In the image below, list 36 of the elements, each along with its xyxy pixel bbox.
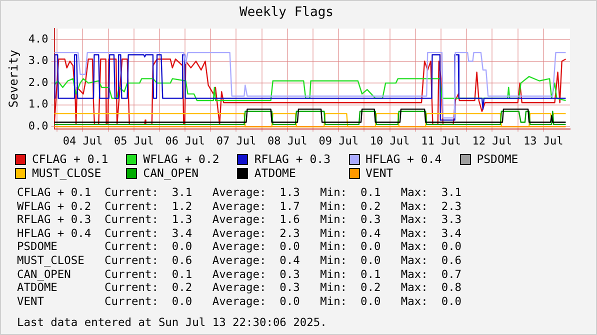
y-tick-label: 0.0: [28, 119, 48, 132]
x-tick-label: 07 Jul: [216, 134, 256, 148]
x-tick-label: 06 Jul: [165, 134, 205, 148]
text: ATDOME Current: 0.2 Average: 0.3 Min: 0.2 Max: 0.8: [17, 281, 463, 295]
text: VENT Current: 0.0 Average: 0.0 Min: 0.0 Max: 0.0: [17, 294, 463, 308]
x-tick-label: 05 Jul: [114, 134, 154, 148]
text: PSDOME Current: 0.0 Average: 0.0 Min: 0.0 Max: 0.0: [17, 240, 463, 254]
legend-label: PSDOME: [476, 152, 518, 166]
text: WFLAG + 0.2 Current: 1.2 Average: 1.7 Min: 0.2 Max: 2.3: [17, 200, 463, 214]
legend-label: WFLAG + 0.2: [143, 152, 220, 166]
x-tick-label: 08 Jul: [268, 134, 308, 148]
x-tick-label: 13 Jul: [523, 134, 564, 148]
legend-label: RFLAG + 0.3: [254, 152, 331, 166]
y-tick-label: 1.0: [28, 98, 48, 111]
x-tick-label: 10 Jul: [370, 134, 410, 148]
y-axis-title: Severity: [6, 50, 20, 108]
x-tick-label: 12 Jul: [472, 134, 512, 148]
legend-label: ATDOME: [254, 166, 296, 180]
x-tick-label: 04 Jul: [62, 134, 103, 148]
legend-label: MUST_CLOSE: [32, 166, 102, 180]
text: CAN_OPEN Current: 0.1 Average: 0.3 Min: 0.1 Max: 0.7: [17, 268, 463, 282]
x-tick-label: 09 Jul: [318, 134, 358, 148]
text: MUST_CLOSE Current: 0.6 Average: 0.4 Min: 0.0 Max: 0.6: [17, 254, 463, 268]
legend-label: CFLAG + 0.1: [32, 152, 108, 166]
text: CFLAG + 0.1 Current: 3.1 Average: 1.3 Min: 0.1 Max: 3.1: [17, 186, 463, 200]
text: RFLAG + 0.3 Current: 1.3 Average: 1.6 Min: 0.3 Max: 3.3: [17, 213, 463, 227]
text: Last data entered at Sun Jul 13 22:30:06 2025.: [17, 316, 327, 329]
legend-label: HFLAG + 0.4: [366, 152, 442, 166]
y-tick-label: 4.0: [28, 32, 48, 46]
text: HFLAG + 0.4 Current: 3.4 Average: 2.3 Min: 0.4 Max: 3.4: [17, 226, 463, 240]
legend-label: VENT: [366, 166, 394, 180]
x-tick-label: 11 Jul: [421, 134, 461, 148]
y-tick-label: 2.0: [28, 76, 48, 89]
legend-label: CAN_OPEN: [143, 166, 199, 180]
y-tick-label: 3.0: [28, 54, 48, 68]
chart-title: Weekly Flags: [240, 5, 334, 20]
